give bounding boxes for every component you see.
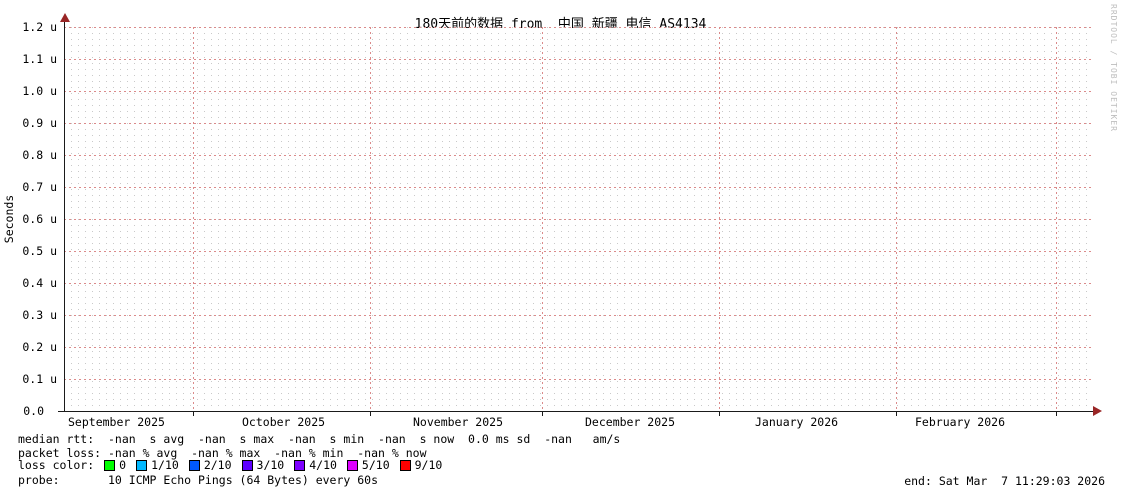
loss-color-swatch [346, 460, 358, 471]
v-gridline [542, 27, 543, 411]
h-gridline [64, 219, 1093, 220]
packet-loss-line: packet loss: -nan % avg -nan % max -nan … [18, 446, 427, 460]
x-tick-mark [1056, 412, 1057, 416]
h-gridline [64, 27, 1093, 28]
x-axis-arrow-icon [1093, 406, 1102, 416]
loss-color-value: 9/10 [414, 458, 443, 472]
loss-color-swatch [399, 460, 411, 471]
h-gridline [64, 347, 1093, 348]
x-tick-label: October 2025 [242, 415, 326, 429]
loss-color-value: 1/10 [151, 458, 179, 472]
x-tick-mark [719, 412, 720, 416]
y-tick-label: 0.7 u [22, 180, 57, 194]
v-gridline [1056, 27, 1057, 411]
x-tick-label: September 2025 [68, 415, 165, 429]
x-tick-mark [193, 412, 194, 416]
probe-line: probe: 10 ICMP Echo Pings (64 Bytes) eve… [18, 473, 379, 487]
x-tick-label: December 2025 [585, 415, 676, 429]
y-tick-label: 0.2 u [22, 340, 57, 354]
x-axis-line [58, 411, 1095, 412]
loss-color-swatch [294, 460, 306, 471]
loss-color-swatch [188, 460, 200, 471]
loss-color-value: 2/10 [203, 458, 232, 472]
y-tick-label: 1.0 u [22, 84, 57, 98]
v-gridline [193, 27, 194, 411]
median-rtt-line: median rtt: -nan s avg -nan s max -nan s… [18, 432, 621, 446]
v-gridline [896, 27, 897, 411]
x-tick-label: January 2026 [755, 415, 839, 429]
x-tick-label: February 2026 [915, 415, 1006, 429]
loss-color-swatch [104, 460, 116, 471]
loss-color-label: loss color: [18, 458, 95, 472]
loss-color-value: 4/10 [309, 458, 337, 472]
y-axis-arrow-icon [60, 13, 70, 22]
end-timestamp: end: Sat Mar 7 11:29:03 2026 [904, 474, 1105, 488]
x-tick-mark [896, 412, 897, 416]
h-gridline [64, 155, 1093, 156]
loss-color-swatch [136, 460, 148, 471]
v-gridline [370, 27, 371, 411]
h-gridline [64, 59, 1093, 60]
y-tick-label: 0.1 u [22, 372, 57, 386]
plot-area [64, 27, 1093, 411]
y-tick-label: 1.2 u [22, 20, 57, 34]
h-gridline [64, 379, 1093, 380]
y-tick-label: 0.0 [23, 404, 44, 418]
h-gridline [64, 91, 1093, 92]
y-tick-label: 0.9 u [22, 116, 57, 130]
x-tick-mark [542, 412, 543, 416]
y-tick-label: 1.1 u [22, 52, 57, 66]
h-gridline [64, 283, 1093, 284]
y-tick-label: 0.5 u [22, 244, 57, 258]
h-gridline [64, 251, 1093, 252]
loss-color-value: 0 [119, 458, 127, 472]
h-gridline [64, 315, 1093, 316]
loss-color-value: 3/10 [256, 458, 285, 472]
rrdtool-watermark: RRDTOOL / TOBI OETIKER [1109, 4, 1118, 132]
y-tick-label: 0.3 u [22, 308, 57, 322]
y-tick-label: 0.4 u [22, 276, 57, 290]
v-gridline [719, 27, 720, 411]
y-tick-label: 0.6 u [22, 212, 57, 226]
loss-color-swatch [241, 460, 253, 471]
y-tick-label: 0.8 u [22, 148, 57, 162]
h-gridline [64, 187, 1093, 188]
y-axis-line [64, 20, 65, 412]
loss-color-value: 5/10 [361, 458, 390, 472]
loss-color-row: loss color: 0 1/10 2/10 3/10 4/10 5/10 9… [18, 459, 442, 472]
x-tick-label: November 2025 [413, 415, 504, 429]
x-tick-mark [370, 412, 371, 416]
h-gridline [64, 123, 1093, 124]
